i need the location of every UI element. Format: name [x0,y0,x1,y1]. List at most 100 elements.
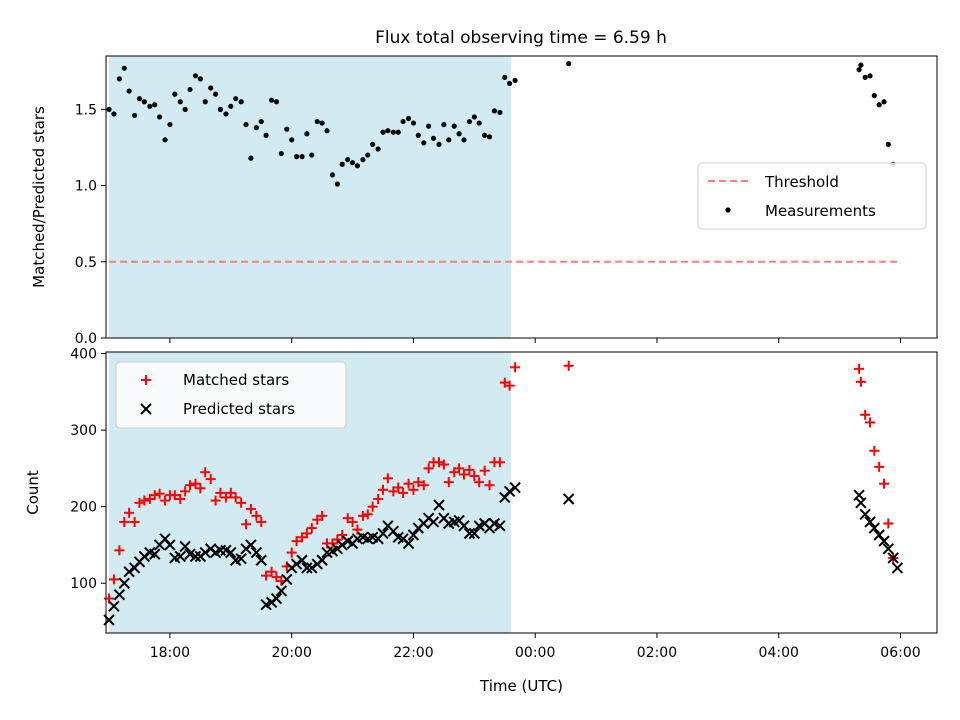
measurement-point [512,77,518,83]
matched-stars-point [200,467,211,478]
matched-stars-point [114,545,125,556]
predicted-stars-point-b [387,525,400,537]
matched-stars-point [347,516,358,527]
predicted-stars-point [377,527,389,540]
predicted-stars-point [882,543,895,555]
predicted-stars-point-b [306,562,318,574]
measurement-point [507,80,513,87]
measurement-point [876,102,882,108]
measurement-point [415,132,421,138]
measurement-point [111,111,117,117]
matched-stars-point [236,497,247,508]
measurement-point [349,160,356,166]
measurement-point [258,118,264,125]
predicted-stars-point-b [250,546,263,559]
measurement-point [156,114,163,120]
measurement-point [329,172,336,178]
measurement-point [395,129,401,135]
measurement-point [339,161,345,167]
predicted-stars-point [199,546,211,559]
predicted-stars-point-b [301,562,313,574]
measurement-point [871,93,877,99]
y-tick-label: 1.0 [75,179,97,195]
measurement-point [319,120,325,126]
measurement-point [466,118,473,125]
predicted-stars-point [316,554,328,566]
predicted-stars-point [225,546,237,559]
measurement-point [314,118,320,125]
predicted-stars-point-b [148,548,161,560]
predicted-stars-point-b [199,546,211,559]
matched-stars-point [230,492,241,503]
measurement-point [197,76,203,82]
predicted-stars-point [868,522,881,534]
predicted-stars-point-b [855,497,867,509]
y-tick-label: 400 [70,347,97,363]
predicted-stars-point-b [245,539,257,551]
y-tick-label: 200 [70,500,97,516]
measurement-point [867,73,873,79]
measurement-point [202,99,208,105]
measurement-point [421,140,427,146]
measurement-point [566,61,572,67]
predicted-stars-point [255,554,267,566]
matched-stars-point [378,484,388,495]
predicted-stars-point-b [336,539,348,551]
predicted-stars-point-b [366,531,379,543]
matched-stars-point [245,503,256,514]
measurement-point [324,128,330,134]
matched-stars-point [205,474,216,485]
predicted-stars-point [270,592,283,605]
legend-measurements-label: Measurements [765,202,876,220]
measurement-point [370,141,376,148]
predicted-stars-point-b [453,514,465,527]
measurement-point [862,74,868,80]
matched-stars-point [119,516,130,527]
predicted-stars-point-b [270,592,283,605]
measurement-point [405,115,412,122]
predicted-stars-point-b [225,546,237,559]
predicted-stars-point-b [887,552,899,564]
predicted-stars-point-b [878,535,890,547]
predicted-stars-point [235,553,247,565]
matched-stars-point [479,465,490,476]
predicted-stars-point [494,520,506,532]
matched-stars-point [357,510,368,521]
matched-stars-point [855,376,866,387]
predicted-stars-point-b [458,520,470,532]
predicted-stars-point [138,550,151,563]
predicted-stars-point-b [407,529,420,541]
predicted-stars-point-b [873,529,885,541]
predicted-stars-point-b [296,554,308,566]
predicted-stars-point-b [509,481,521,494]
legend-threshold-label: Threshold [764,173,839,191]
predicted-stars-point-b [281,573,293,586]
predicted-stars-point-b [235,553,247,565]
predicted-stars-point-b [255,554,267,566]
matched-stars-point [337,529,348,540]
matched-stars-point [403,478,414,489]
predicted-stars-point [402,537,415,550]
matched-stars-point [393,482,404,493]
bottom-panel: 100 200 300 400 18:00 20:00 22:00 00:00 02:00 04:… [24,347,938,695]
measurement-point [167,121,173,128]
measurement-point [856,67,862,73]
predicted-stars-point [245,539,257,551]
matched-stars-point [210,495,221,506]
measurement-point [136,96,143,102]
y-axis-label: Count [24,470,42,515]
matched-stars-point [484,480,495,491]
matched-stars-point [418,480,429,491]
measurement-point [461,137,467,143]
predicted-stars-point [306,562,318,574]
matched-stars-point [382,473,393,484]
matched-stars-point [251,510,262,521]
measurement-point [289,137,295,143]
predicted-stars-point-b [123,566,135,578]
matched-stars-point [225,487,236,498]
predicted-stars-point [878,535,890,547]
legend-matched-swatch [141,375,151,385]
predicted-stars-point [864,516,876,528]
matched-stars-point [454,463,465,474]
matched-stars-point [124,507,135,518]
